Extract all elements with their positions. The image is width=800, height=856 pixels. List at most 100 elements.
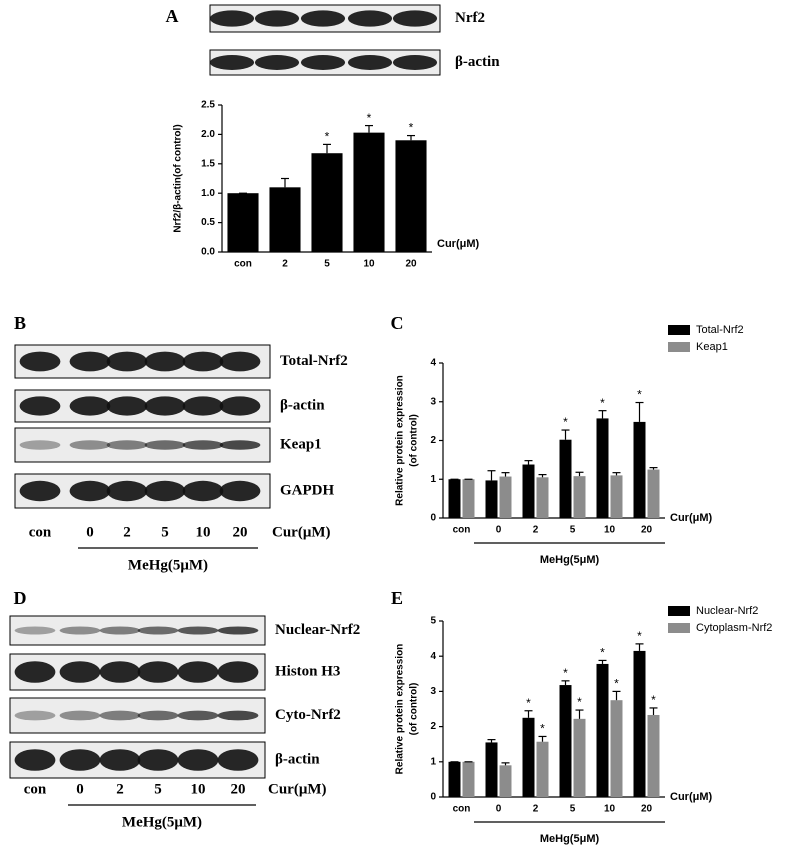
- x-tick-label: 10: [604, 525, 616, 536]
- blot-band: [177, 661, 219, 683]
- error-bar: [612, 472, 621, 476]
- lane-label: 0: [76, 781, 84, 797]
- error-bar: [612, 690, 621, 701]
- bar: [311, 153, 343, 252]
- bar: [227, 193, 259, 252]
- blot-band: [59, 710, 101, 721]
- bar: [647, 714, 660, 797]
- x-tick-label: con: [453, 804, 471, 815]
- bar: [536, 741, 549, 797]
- significance-mark: *: [651, 693, 656, 707]
- band-label: β-actin: [275, 751, 320, 767]
- error-bar: [635, 643, 644, 651]
- x-tick-label: 0: [496, 525, 502, 536]
- y-tick-label: 3: [430, 396, 436, 407]
- blot-band: [137, 710, 179, 721]
- error-bar: [524, 710, 533, 718]
- significance-mark: *: [637, 388, 642, 402]
- bar: [596, 663, 609, 797]
- blot-band: [59, 626, 101, 635]
- bar: [522, 717, 535, 797]
- blot-band: [144, 480, 186, 502]
- bar: [522, 464, 535, 518]
- bar: [633, 650, 646, 797]
- significance-mark: *: [563, 415, 568, 429]
- error-bar: [487, 739, 496, 743]
- legend-label: Cytoplasm-Nrf2: [696, 622, 772, 634]
- y-axis-label: Nrf2/β-actin(of control): [173, 124, 184, 232]
- x-tick-label: con: [234, 259, 252, 270]
- blot-band: [182, 440, 224, 450]
- y-axis-label: (of control): [409, 414, 420, 467]
- bar: [596, 418, 609, 518]
- blot-band: [69, 351, 111, 372]
- band-label: β-actin: [280, 397, 325, 413]
- band-label: Cyto-Nrf2: [275, 707, 341, 723]
- lane-label: 5: [161, 524, 169, 540]
- x-tick-label: 5: [570, 804, 576, 815]
- band-label: Nrf2: [455, 10, 485, 26]
- blot-band: [59, 661, 101, 683]
- error-bar: [598, 410, 607, 419]
- treatment-label: MeHg(5μM): [128, 557, 208, 573]
- lane-label: 20: [231, 781, 246, 797]
- lane-label: 2: [123, 524, 131, 540]
- x-tick-label: 20: [641, 804, 653, 815]
- bar: [499, 476, 512, 518]
- x-tick-label: 10: [604, 804, 616, 815]
- blot-band: [14, 710, 56, 721]
- significance-mark: *: [614, 677, 619, 691]
- error-bar: [407, 134, 415, 141]
- bar: [462, 479, 475, 518]
- blot-band: [217, 661, 259, 683]
- blot-band: [19, 440, 61, 450]
- bar: [610, 475, 623, 518]
- blot-band: [19, 351, 61, 372]
- treatment-label: MeHg(5μM): [122, 814, 202, 830]
- blot-band: [392, 55, 438, 70]
- bar: [633, 421, 646, 518]
- x-axis-label: Cur(μM): [272, 524, 330, 540]
- blot-band: [209, 55, 255, 70]
- error-bar: [501, 762, 510, 766]
- lane-label: 10: [191, 781, 206, 797]
- y-tick-label: 2.0: [201, 129, 215, 140]
- blot-band: [219, 351, 261, 372]
- blot-band: [106, 480, 148, 502]
- error-bar: [561, 429, 570, 440]
- error-bar: [598, 659, 607, 664]
- band-label: β-actin: [455, 54, 500, 70]
- blot-band: [14, 749, 56, 771]
- blot-band: [106, 440, 148, 450]
- y-tick-label: 5: [430, 616, 436, 627]
- blot-band: [392, 10, 438, 27]
- lane-label: 5: [154, 781, 162, 797]
- error-bar: [323, 143, 331, 154]
- significance-mark: *: [600, 646, 605, 660]
- x-axis-label: Cur(μM): [437, 238, 480, 250]
- x-tick-label: 0: [496, 804, 502, 815]
- error-bar: [575, 709, 584, 719]
- bar: [448, 761, 461, 797]
- bar: [448, 479, 461, 518]
- blot-band: [182, 480, 224, 502]
- blot-band: [19, 396, 61, 416]
- y-tick-label: 4: [430, 651, 436, 662]
- bar: [462, 761, 475, 797]
- y-tick-label: 1.5: [201, 158, 215, 169]
- x-tick-label: 2: [533, 804, 539, 815]
- treatment-label: MeHg(5μM): [540, 833, 600, 845]
- blot-band: [19, 480, 61, 502]
- legend-swatch: [668, 325, 690, 335]
- y-tick-label: 0: [430, 513, 436, 524]
- y-tick-label: 4: [430, 358, 436, 369]
- error-bar: [538, 735, 547, 742]
- lane-label: 0: [86, 524, 94, 540]
- blot-band: [14, 626, 56, 635]
- blot-band: [300, 10, 346, 27]
- bar: [536, 477, 549, 518]
- lane-label: con: [24, 781, 47, 797]
- blot-band: [69, 396, 111, 416]
- bar: [573, 476, 586, 518]
- band-label: GAPDH: [280, 482, 334, 498]
